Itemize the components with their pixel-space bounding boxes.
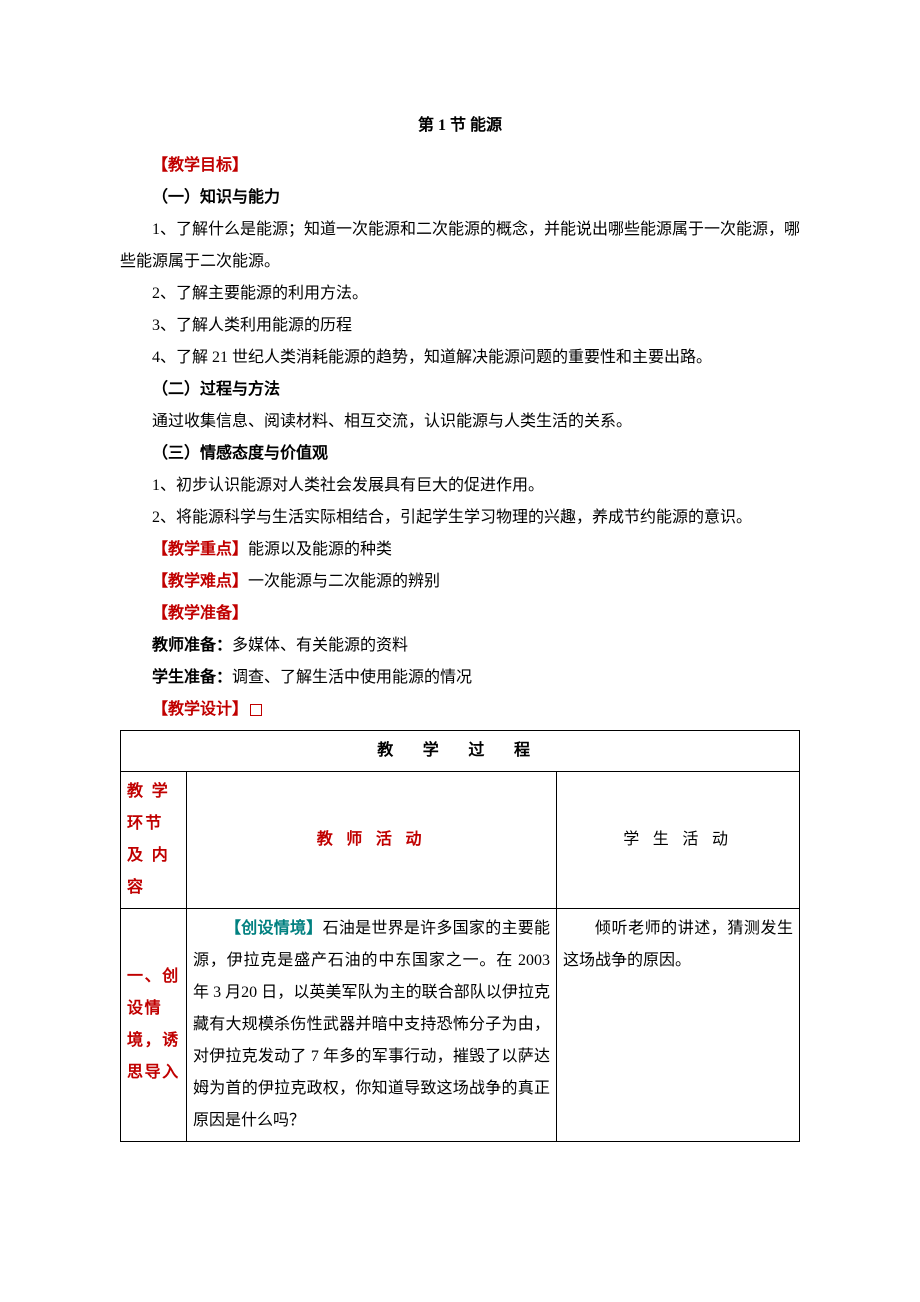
s1-p4: 4、了解 21 世纪人类消耗能源的趋势，知道解决能源问题的重要性和主要出路。 — [120, 342, 800, 374]
design-line: 【教学设计】 — [120, 694, 800, 726]
s1-p3: 3、了解人类利用能源的历程 — [120, 310, 800, 342]
design-header: 【教学设计】 — [152, 701, 248, 718]
table-main-header: 教 学 过 程 — [121, 731, 800, 772]
s2-header: （二）过程与方法 — [120, 374, 800, 406]
s1-p2: 2、了解主要能源的利用方法。 — [120, 278, 800, 310]
s3-p2: 2、将能源科学与生活实际相结合，引起学生学习物理的兴趣，养成节约能源的意识。 — [120, 502, 800, 534]
difficulty-text: 一次能源与二次能源的辨别 — [248, 573, 440, 590]
student-prep-label: 学生准备： — [152, 669, 232, 686]
teacher-prep-text: 多媒体、有关能源的资料 — [232, 637, 408, 654]
focus-line: 【教学重点】能源以及能源的种类 — [120, 534, 800, 566]
difficulty-label: 【教学难点】 — [152, 573, 248, 590]
s3-header: （三）情感态度与价值观 — [120, 438, 800, 470]
row1-col3-text: 倾听老师的讲述，猜测发生这场战争的原因。 — [563, 913, 793, 977]
row1-col2-text: 石油是世界是许多国家的主要能源，伊拉克是盛产石油的中东国家之一。在 2003 年… — [193, 920, 550, 1129]
difficulty-line: 【教学难点】一次能源与二次能源的辨别 — [120, 566, 800, 598]
teacher-prep-label: 教师准备： — [152, 637, 232, 654]
row1-col3: 倾听老师的讲述，猜测发生这场战争的原因。 — [557, 909, 800, 1142]
focus-text: 能源以及能源的种类 — [248, 541, 392, 558]
page-title: 第 1 节 能源 — [120, 110, 800, 142]
red-square-icon — [250, 704, 262, 716]
goal-header: 【教学目标】 — [120, 150, 800, 182]
student-prep-line: 学生准备：调查、了解生活中使用能源的情况 — [120, 662, 800, 694]
col3-header: 学 生 活 动 — [557, 772, 800, 909]
teacher-prep-line: 教师准备：多媒体、有关能源的资料 — [120, 630, 800, 662]
s3-p1: 1、初步认识能源对人类社会发展具有巨大的促进作用。 — [120, 470, 800, 502]
teaching-table: 教 学 过 程 教 学 环节 及 内容 教 师 活 动 学 生 活 动 一、创设… — [120, 730, 800, 1142]
focus-label: 【教学重点】 — [152, 541, 248, 558]
row1-col2: 【创设情境】石油是世界是许多国家的主要能源，伊拉克是盛产石油的中东国家之一。在 … — [187, 909, 557, 1142]
row1-col2-label: 【创设情境】 — [225, 920, 323, 937]
s2-p1: 通过收集信息、阅读材料、相互交流，认识能源与人类生活的关系。 — [120, 406, 800, 438]
s1-header: （一）知识与能力 — [120, 182, 800, 214]
row1-col1: 一、创设情境，诱思导入 — [121, 909, 187, 1142]
col2-header: 教 师 活 动 — [187, 772, 557, 909]
student-prep-text: 调查、了解生活中使用能源的情况 — [232, 669, 472, 686]
s1-p1: 1、了解什么是能源；知道一次能源和二次能源的概念，并能说出哪些能源属于一次能源，… — [120, 214, 800, 278]
prep-header: 【教学准备】 — [120, 598, 800, 630]
col1-header: 教 学 环节 及 内容 — [121, 772, 187, 909]
